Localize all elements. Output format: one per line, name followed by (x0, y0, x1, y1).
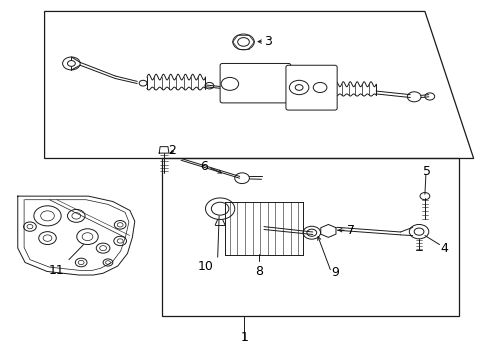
Text: 10: 10 (197, 260, 213, 273)
Text: 2: 2 (168, 144, 176, 157)
Circle shape (413, 228, 423, 235)
FancyBboxPatch shape (285, 65, 336, 110)
Circle shape (295, 85, 303, 90)
Text: 7: 7 (346, 224, 354, 237)
Text: 4: 4 (440, 242, 447, 255)
Text: 3: 3 (264, 35, 271, 48)
Text: 8: 8 (255, 265, 263, 278)
FancyBboxPatch shape (220, 63, 290, 103)
Text: 1: 1 (240, 331, 248, 344)
Text: 6: 6 (200, 160, 207, 173)
Text: 9: 9 (330, 266, 339, 279)
Text: 5: 5 (423, 165, 430, 177)
Text: 11: 11 (49, 264, 64, 277)
Circle shape (67, 60, 75, 66)
